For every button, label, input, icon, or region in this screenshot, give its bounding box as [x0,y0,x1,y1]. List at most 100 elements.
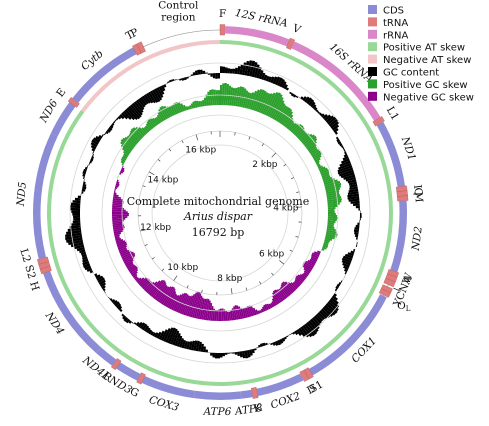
gc-content-bar [347,252,354,257]
negative-gc-skew-bar [307,259,316,266]
positive-gc-skew-bar [258,92,269,113]
positive-gc-skew-bar [327,220,336,224]
gc-content-bar [121,112,129,120]
negative-gc-skew-bar [190,291,199,318]
gc-content-bar [327,116,337,125]
kbp-tick [296,191,300,193]
gc-content-bar [344,268,348,273]
gc-content-bar [101,285,106,290]
gc-content-bar [353,229,359,233]
positive-gc-skew-bar [203,97,207,107]
negative-gc-skew-bar [167,293,177,309]
negative-gc-skew-bar [137,277,145,284]
positive-gc-skew-bar [209,89,213,106]
gc-content-bar [292,94,297,98]
gc-content-bar [217,73,220,79]
negative-gc-skew-bar [292,281,299,289]
positive-gc-skew-bar [298,132,308,141]
positive-gc-skew-bar [290,123,300,133]
legend-label-trna: tRNA [383,18,408,29]
positive-gc-skew-bar [326,228,336,232]
positive-gc-skew-bar [327,206,336,210]
positive-gc-skew-bar [327,204,338,208]
gc-content-bar [160,85,166,92]
positive-gc-skew-bar [306,140,318,150]
gc-content-bar [342,147,345,150]
negative-gc-skew-bar [216,310,219,321]
positive-gc-skew-bar [173,102,180,114]
negative-gc-skew-bar [117,245,127,250]
negative-gc-skew-bar [255,309,259,315]
negative-gc-skew-bar [186,293,196,317]
gc-content-bar [333,127,339,133]
negative-gc-skew-bar [310,255,318,261]
gc-content-bar [190,340,196,351]
gc-content-bar [344,274,346,277]
positive-gc-skew-bar [317,165,323,170]
positive-gc-skew-bar [322,175,331,180]
gc-content-bar [101,134,104,137]
positive-gc-skew-bar [323,242,329,246]
negative-gc-skew-bar [119,172,122,175]
gc-content-bar [349,183,358,188]
gc-content-bar [65,232,82,238]
gc-content-bar [86,267,93,272]
gc-content-bar [82,258,89,263]
gc-content-bar [102,288,106,292]
positive-gc-skew-bar [296,129,306,138]
negative-gc-skew-bar [246,305,252,317]
kbp-tick [186,285,189,289]
gc-content-bar [202,346,206,353]
negative-gc-skew-bar [129,266,138,274]
gc-content-bar [234,67,238,75]
gc-content-bar [256,67,262,79]
negative-gc-skew-bar [221,308,224,321]
positive-gc-skew-bar [247,92,255,110]
negative-gc-skew-bar [297,274,306,281]
negative-gc-skew-bar [112,211,128,213]
legend-label-negative-at-skew: Negative AT skew [383,55,471,66]
gc-content-bar [328,299,340,309]
positive-gc-skew-bar [316,162,320,166]
negative-gc-skew-bar [204,298,210,321]
negative-gc-skew-bar [270,302,274,308]
gc-content-bar [359,220,360,223]
positive-gc-skew-bar [312,152,322,159]
gc-content-bar [234,351,238,355]
gc-content-bar [130,104,142,118]
positive-gc-skew-bar [151,117,159,126]
gc-content-bar [356,239,358,243]
gc-content-bar [81,191,84,194]
gc-content-bar [274,340,279,346]
feature-label-t: T [124,29,136,43]
feature-r [110,358,122,371]
negative-gc-skew-bar [279,287,288,299]
gc-content-bar [92,153,94,157]
kbp-ticks: 2 kbp 4 kbp 6 kbp 8 kbp 10 kbp 12 kbp 14 kbp 16… [137,130,303,296]
gc-content-bar [350,250,355,254]
gc-content-bar [324,114,332,122]
positive-gc-skew-bar [120,141,133,152]
negative-gc-skew-bar [125,261,134,267]
gc-content-bar [237,66,241,75]
gc-content-bar [98,134,103,139]
gc-content-bar [105,130,109,135]
gc-content-bar [111,298,116,303]
gc-content-bar [232,352,235,354]
positive-gc-skew-bar [325,233,337,238]
gc-content-bar [190,74,194,77]
gc-content-bar [222,66,226,74]
negative-gc-skew-bar [310,257,318,263]
gc-content-bar [315,313,324,322]
negative-gc-skew-bar [272,290,282,303]
center-disk [142,135,298,291]
gc-content-bar [229,352,233,354]
gc-content-bar [264,342,268,346]
negative-gc-skew-bar [112,207,124,210]
gc-content-bar [123,317,129,322]
kbp-tick [283,164,287,167]
negative-gc-skew-bar [231,308,236,321]
gc-content-bar [73,217,81,221]
gc-content-bar [300,96,304,100]
